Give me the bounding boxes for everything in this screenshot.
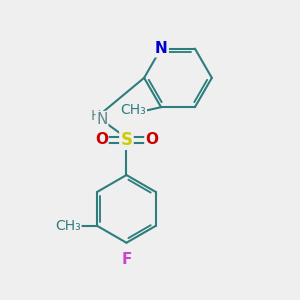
Text: O: O — [95, 132, 108, 147]
Text: CH₃: CH₃ — [55, 219, 81, 233]
Text: F: F — [121, 252, 132, 267]
Text: N: N — [96, 112, 108, 127]
Text: CH₃: CH₃ — [121, 103, 146, 117]
Text: H: H — [90, 109, 101, 123]
Text: N: N — [155, 41, 167, 56]
Text: O: O — [145, 132, 158, 147]
Text: S: S — [120, 131, 132, 149]
